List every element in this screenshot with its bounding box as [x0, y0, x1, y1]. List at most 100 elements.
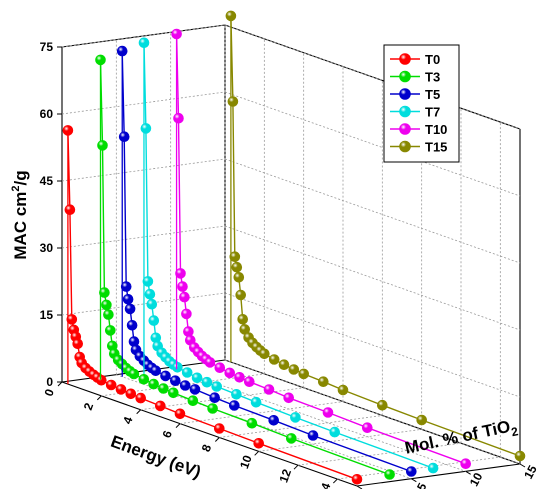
data-point-T5: [122, 293, 134, 305]
legend-item-T0: T0: [390, 52, 440, 67]
x-tick: [214, 437, 220, 442]
data-point-T0: [64, 204, 76, 215]
x-tick-label: 10: [237, 453, 255, 471]
y-tick-label: 30: [40, 241, 54, 255]
data-point-T15: [235, 289, 246, 301]
data-point-T10: [361, 422, 373, 434]
grid-line-y-back-wall: [224, 292, 521, 398]
grid-line-y-back-wall: [224, 24, 521, 130]
grid-line-y-left-wall: [61, 225, 226, 249]
legend-item-T15: T15: [390, 140, 447, 155]
data-point-T15: [514, 450, 526, 462]
data-point-T15: [233, 271, 245, 283]
grid-line-x-floor: [140, 387, 304, 411]
legend-label: T15: [425, 140, 447, 155]
data-point-T3: [384, 469, 395, 480]
data-point-T3: [148, 378, 159, 390]
x-tick-label: 14: [316, 481, 334, 489]
legend-box: [383, 44, 460, 163]
grid-line-y-left-wall: [61, 24, 226, 48]
legend: T0 T3 T5 T7 T10 T15: [383, 44, 460, 163]
series-T3: [95, 54, 395, 480]
data-point-T5: [118, 131, 130, 142]
data-point-T0: [105, 379, 117, 391]
x-tick-label: 12: [276, 467, 294, 485]
data-point-T15: [231, 261, 243, 273]
data-point-T3: [95, 54, 106, 66]
grid-line-y-left-wall: [61, 158, 226, 182]
legend-item-T3: T3: [390, 70, 440, 85]
data-point-T0: [125, 388, 137, 400]
legend-label: T5: [425, 87, 440, 102]
data-point-T5: [229, 400, 240, 411]
data-point-T15: [258, 348, 270, 360]
legend-swatch-marker: [399, 105, 411, 118]
data-point-T0: [72, 338, 83, 350]
data-point-T7: [211, 381, 222, 392]
data-point-T7: [427, 462, 439, 474]
legend-swatch-marker: [399, 70, 411, 83]
z-tick-label: 15: [521, 463, 540, 482]
z-axis-line: [356, 463, 521, 487]
data-point-T10: [283, 392, 295, 404]
grid-line-x-floor: [297, 442, 462, 466]
y-tick-label: 15: [40, 308, 54, 322]
data-point-T15: [237, 313, 248, 325]
series-group: [62, 10, 526, 485]
data-point-T5: [189, 384, 201, 395]
data-point-T10: [175, 268, 186, 279]
series-T15: [225, 10, 526, 462]
data-point-T0: [66, 314, 78, 325]
data-point-T5: [405, 466, 417, 477]
series-T5: [116, 45, 417, 477]
z-tick: [411, 478, 417, 483]
data-point-T10: [214, 362, 226, 374]
legend-label: T7: [425, 105, 440, 120]
data-point-T3: [97, 140, 108, 151]
legend-item-T5: T5: [390, 87, 440, 102]
data-point-T7: [231, 388, 242, 400]
data-point-T0: [155, 400, 166, 412]
x-tick: [293, 464, 299, 470]
x-tick: [332, 478, 338, 484]
x-tick: [136, 409, 142, 415]
data-point-T7: [148, 315, 160, 326]
x-axis-line: [61, 381, 358, 487]
data-point-T7: [290, 412, 301, 423]
data-point-T15: [288, 364, 300, 375]
data-point-T10: [460, 458, 472, 470]
data-point-T10: [177, 281, 188, 292]
data-point-T10: [322, 407, 334, 418]
data-point-T15: [229, 251, 241, 263]
data-point-T10: [234, 371, 245, 383]
z-tick-label: 5: [414, 480, 430, 489]
data-point-T0: [214, 423, 225, 434]
y-tick-label: 75: [40, 40, 54, 54]
data-point-T7: [144, 288, 156, 300]
x-tick: [57, 381, 63, 387]
data-point-T15: [416, 414, 428, 426]
data-point-T15: [298, 368, 310, 380]
x-tick: [254, 450, 260, 456]
grid-line-x-floor: [179, 401, 344, 424]
z-tick: [519, 463, 526, 468]
legend-item-T7: T7: [390, 105, 440, 120]
grid-line-y-back-wall: [224, 225, 521, 331]
axis-ticks: 0153045607502468101214051015: [40, 40, 540, 489]
data-point-T3: [99, 287, 110, 298]
data-point-T10: [244, 376, 255, 388]
data-point-T7: [191, 372, 203, 384]
x-tick: [175, 423, 181, 428]
data-point-T5: [126, 319, 138, 331]
z-tick: [465, 470, 471, 475]
data-point-T3: [138, 373, 150, 385]
data-point-T7: [201, 376, 213, 388]
data-point-T10: [181, 308, 192, 320]
data-point-T15: [225, 10, 237, 22]
data-point-T10: [179, 291, 190, 303]
legend-label: T10: [425, 122, 447, 137]
legend-label: T3: [425, 70, 440, 85]
data-point-T3: [187, 395, 199, 407]
